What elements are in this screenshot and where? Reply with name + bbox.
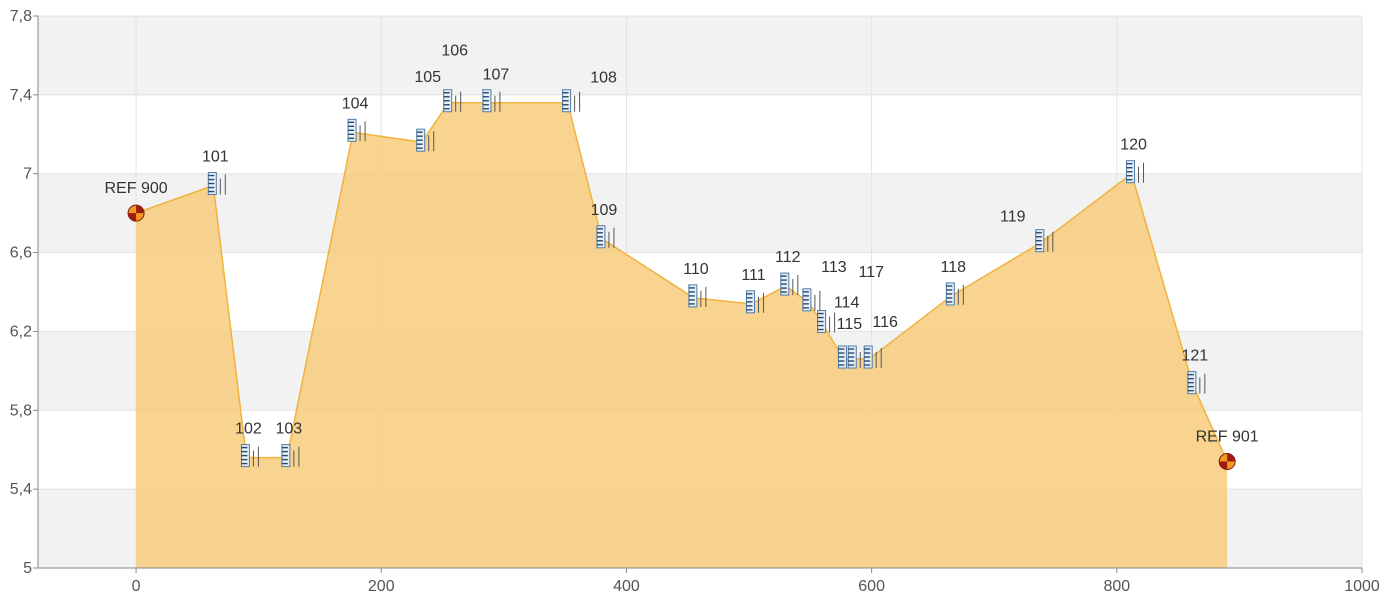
point-label: 107 bbox=[483, 67, 510, 84]
point-label: 104 bbox=[342, 95, 369, 112]
point-label: 116 bbox=[872, 314, 898, 331]
background-band bbox=[38, 16, 1362, 95]
point-label: 112 bbox=[775, 249, 801, 266]
y-tick-label: 7,8 bbox=[10, 8, 32, 25]
axes: 5 5,4 5,8 6,2 6,6 7 7,4 7,8 0 200 400 600 800 1000 bbox=[10, 8, 1380, 595]
x-tick-label: 400 bbox=[613, 578, 640, 595]
level-staff-icon bbox=[240, 444, 259, 468]
point-label: 121 bbox=[1181, 348, 1208, 365]
reference-marker-quadrant bbox=[136, 205, 145, 214]
x-tick-label: 200 bbox=[368, 578, 395, 595]
point-markers bbox=[127, 89, 1236, 471]
level-staff-icon bbox=[596, 225, 615, 249]
level-staff-icon bbox=[945, 282, 964, 306]
reference-marker-quadrant bbox=[1219, 461, 1228, 470]
reference-point-marker bbox=[1218, 453, 1236, 471]
point-label: REF 900 bbox=[105, 180, 168, 197]
point-label: 120 bbox=[1120, 137, 1147, 154]
x-tick-label: 800 bbox=[1103, 578, 1130, 595]
point-label: 119 bbox=[1000, 209, 1026, 226]
level-staff-icon bbox=[817, 310, 836, 334]
point-label: 113 bbox=[821, 259, 847, 276]
point-label: 105 bbox=[414, 69, 441, 86]
x-tick-label: 0 bbox=[132, 578, 141, 595]
level-staff-icon bbox=[416, 128, 435, 152]
level-staff-icon bbox=[847, 345, 866, 369]
background-band bbox=[38, 173, 1362, 253]
level-staff-icon bbox=[482, 89, 501, 113]
level-staff-icon bbox=[281, 444, 300, 468]
point-label: 109 bbox=[591, 202, 618, 219]
level-staff-icon bbox=[802, 288, 821, 312]
level-staff-icon bbox=[1126, 160, 1145, 184]
level-staff-icon bbox=[443, 89, 462, 113]
level-staff-icon bbox=[347, 118, 366, 142]
level-staff-icon bbox=[745, 290, 764, 314]
point-label: 110 bbox=[683, 261, 709, 278]
reference-point-marker bbox=[127, 204, 145, 222]
level-staff-icon bbox=[688, 284, 707, 308]
point-label: 103 bbox=[276, 421, 303, 438]
point-label: 118 bbox=[941, 259, 967, 276]
area-fill bbox=[136, 102, 1228, 568]
level-staff-icon bbox=[1187, 371, 1206, 395]
level-staff-icon bbox=[562, 89, 581, 113]
point-label: 117 bbox=[858, 264, 884, 281]
x-tick-label: 1000 bbox=[1344, 578, 1380, 595]
y-tick-label: 5,8 bbox=[10, 402, 32, 419]
y-tick-label: 7 bbox=[23, 166, 32, 183]
level-staff-icon bbox=[207, 172, 226, 196]
reference-marker-quadrant bbox=[1227, 453, 1236, 462]
point-label: 108 bbox=[590, 70, 617, 87]
point-label: 114 bbox=[834, 295, 860, 312]
x-tick-label: 600 bbox=[858, 578, 885, 595]
point-label: REF 901 bbox=[1196, 429, 1259, 446]
y-tick-label: 5,4 bbox=[10, 481, 32, 498]
level-staff-icon bbox=[863, 345, 882, 369]
point-label: 115 bbox=[837, 316, 863, 333]
y-tick-label: 6,6 bbox=[10, 245, 32, 262]
level-staff-icon bbox=[780, 272, 799, 296]
reference-marker-quadrant bbox=[128, 213, 137, 222]
point-label: 111 bbox=[741, 267, 765, 284]
level-staff-icon bbox=[1035, 229, 1054, 253]
y-tick-label: 5 bbox=[23, 560, 32, 577]
y-tick-label: 6,2 bbox=[10, 323, 32, 340]
point-label: 101 bbox=[202, 149, 229, 166]
point-label: 106 bbox=[441, 43, 468, 60]
point-label: 102 bbox=[235, 421, 262, 438]
y-tick-label: 7,4 bbox=[10, 87, 32, 104]
